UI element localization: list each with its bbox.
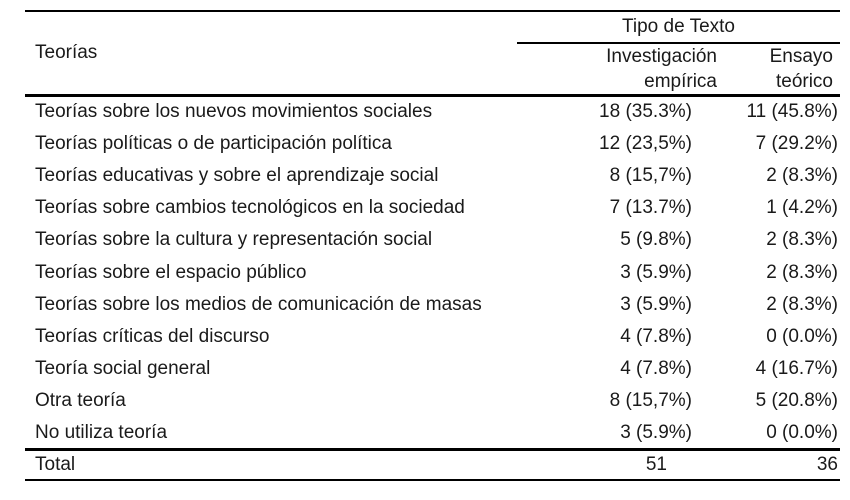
table-row: Teorías políticas o de participación pol… — [25, 128, 840, 160]
value-investigacion-empirica: 3 (5.9%) — [620, 261, 692, 283]
total-investigacion-empirica: 51 — [517, 449, 717, 481]
table-row: Teorías críticas del discurso 4 (7.8%) 0… — [25, 321, 840, 353]
table-row: Teorías educativas y sobre el aprendizaj… — [25, 160, 840, 192]
group-header-row: Teorías Tipo de Texto — [25, 11, 840, 97]
value-ensayo-teorico: 5 (20.8%) — [755, 390, 838, 412]
table-row: Otra teoría 8 (15,7%) 5 (20.8%) — [25, 385, 840, 417]
value-ensayo-teorico: 0 (0.0%) — [717, 417, 840, 452]
table-row: Teorías sobre el espacio público 3 (5.9%… — [25, 256, 840, 288]
value-ensayo-teorico: 11 (45.8%) — [746, 101, 838, 123]
theory-label: No utiliza teoría — [25, 417, 517, 452]
theories-by-text-type-table: Teorías Tipo de Texto Investigación empí… — [25, 10, 840, 481]
column-group-header-tipo-de-texto: Tipo de Texto — [517, 11, 840, 44]
theory-label: Teorías educativas y sobre el aprendizaj… — [35, 164, 439, 186]
value-investigacion-empirica: 12 (23,5%) — [599, 132, 692, 154]
theory-label: Teorías sobre los medios de comunicación… — [35, 293, 482, 315]
table-body: Teorías sobre los nuevos movimientos soc… — [25, 96, 840, 452]
theory-label: Teorías sobre el espacio público — [35, 261, 307, 283]
value-ensayo-teorico: 2 (8.3%) — [766, 229, 838, 251]
total-ensayo-teorico: 36 — [717, 449, 840, 481]
theory-label: Teorías sobre los nuevos movimientos soc… — [35, 101, 433, 123]
column-header-ensayo-teorico: Ensayo teórico — [717, 43, 840, 97]
total-label: Total — [25, 449, 517, 481]
table-row: Teorías sobre los nuevos movimientos soc… — [25, 96, 840, 128]
value-ensayo-teorico: 4 (16.7%) — [755, 358, 838, 380]
value-ensayo-teorico: 1 (4.2%) — [766, 197, 838, 219]
value-investigacion-empirica: 4 (7.8%) — [620, 358, 692, 380]
table-row: Teorías sobre los medios de comunicación… — [25, 289, 840, 321]
value-ensayo-teorico: 2 (8.3%) — [766, 261, 838, 283]
sub-header-row: Investigación empírica Ensayo teórico — [25, 43, 840, 97]
table-footer: Total 51 36 — [25, 449, 840, 481]
value-investigacion-empirica: 8 (15,7%) — [609, 164, 692, 186]
column-header-investigacion-empirica-label: Investigación empírica — [606, 46, 717, 92]
table-row: Teorías sobre cambios tecnológicos en la… — [25, 192, 840, 224]
value-investigacion-empirica: 7 (13.7%) — [609, 197, 692, 219]
value-ensayo-teorico: 7 (29.2%) — [755, 132, 838, 154]
column-header-ensayo-teorico-label: Ensayo teórico — [769, 46, 833, 92]
theory-label: Teorías sobre la cultura y representació… — [35, 229, 433, 251]
theory-label: Otra teoría — [35, 390, 126, 412]
table-row: Teorías sobre la cultura y representació… — [25, 224, 840, 256]
value-investigacion-empirica: 4 (7.8%) — [620, 325, 692, 347]
table-row: Teoría social general 4 (7.8%) 4 (16.7%) — [25, 353, 840, 385]
theory-label: Teoría social general — [35, 358, 211, 380]
value-investigacion-empirica: 8 (15,7%) — [609, 390, 692, 412]
column-header-investigacion-empirica: Investigación empírica — [517, 43, 717, 97]
column-header-teorias: Teorías — [25, 11, 517, 97]
theory-label: Teorías sobre cambios tecnológicos en la… — [35, 197, 465, 219]
theory-label: Teorías críticas del discurso — [35, 325, 270, 347]
total-row: Total 51 36 — [25, 449, 840, 481]
theory-label: Teorías políticas o de participación pol… — [35, 132, 392, 154]
value-investigacion-empirica: 5 (9.8%) — [620, 229, 692, 251]
table-header: Teorías Tipo de Texto Investigación empí… — [25, 11, 840, 97]
value-ensayo-teorico: 2 (8.3%) — [766, 293, 838, 315]
value-investigacion-empirica: 3 (5.9%) — [517, 417, 717, 452]
table-row: No utiliza teoría 3 (5.9%) 0 (0.0%) — [25, 417, 840, 452]
value-investigacion-empirica: 18 (35.3%) — [599, 101, 692, 123]
value-ensayo-teorico: 2 (8.3%) — [766, 164, 838, 186]
value-ensayo-teorico: 0 (0.0%) — [766, 325, 838, 347]
value-investigacion-empirica: 3 (5.9%) — [620, 293, 692, 315]
